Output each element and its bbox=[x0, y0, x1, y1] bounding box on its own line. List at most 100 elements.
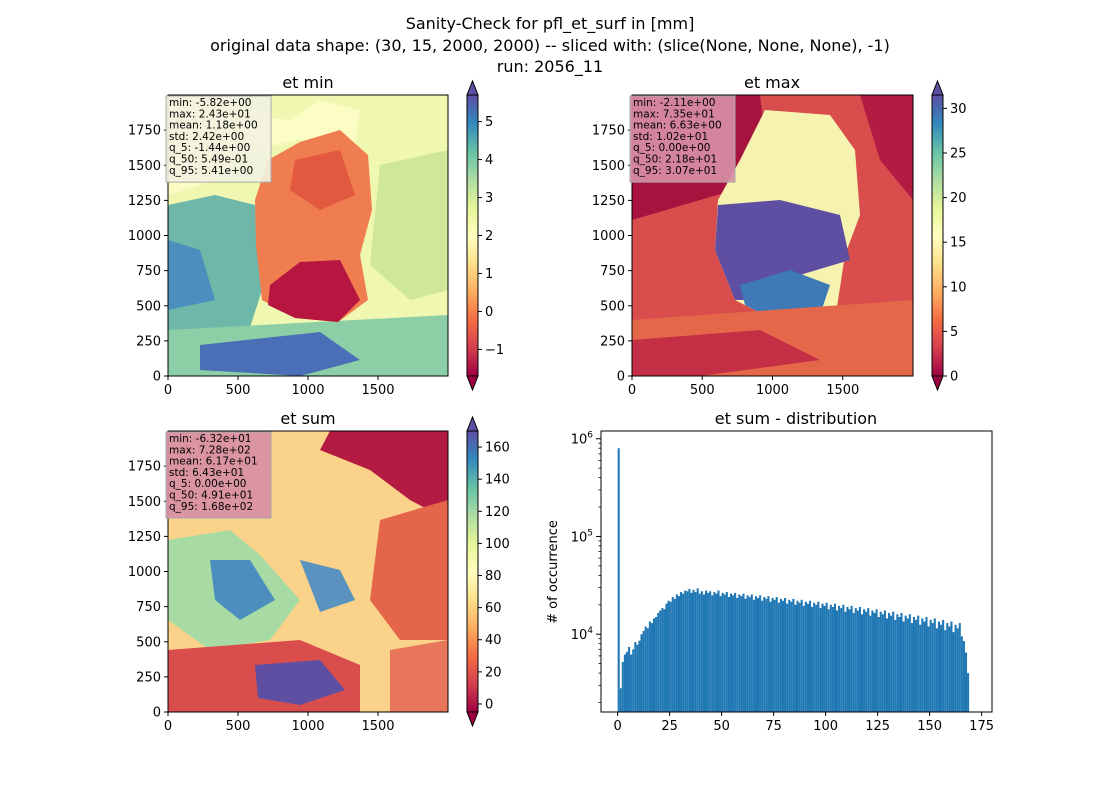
histogram-bar bbox=[858, 606, 861, 712]
histogram-bar bbox=[946, 623, 949, 712]
stats-line: mean: 6.17e+01 bbox=[169, 456, 258, 468]
panel-title: et sum - distribution bbox=[715, 409, 877, 428]
x-tick-label: 500 bbox=[690, 383, 715, 398]
stats-line: q_5: 0.00e+00 bbox=[633, 142, 710, 154]
histogram-bar bbox=[754, 596, 757, 712]
histogram-bar bbox=[628, 646, 631, 712]
histogram-bar bbox=[746, 595, 749, 712]
histogram-bar bbox=[829, 604, 832, 712]
histogram-bar bbox=[619, 688, 622, 712]
x-tick-label: 25 bbox=[661, 719, 678, 734]
colorbar: −1 0 1 2 3 4 5 bbox=[466, 79, 504, 392]
histogram-bar bbox=[704, 590, 708, 712]
histogram-bar bbox=[952, 632, 955, 712]
histogram-bar bbox=[964, 652, 968, 712]
histogram-bar bbox=[650, 623, 653, 712]
x-tick-label: 0 bbox=[613, 719, 621, 734]
y-tick-exponent: 5 bbox=[587, 528, 593, 538]
colorbar-extend-min bbox=[466, 711, 479, 728]
histogram-bar bbox=[742, 593, 745, 712]
histogram-bar bbox=[871, 610, 874, 712]
stats-line: q_50: 5.49e-01 bbox=[169, 154, 248, 166]
stats-line: q_50: 2.18e+01 bbox=[633, 154, 717, 166]
histogram-bar bbox=[686, 591, 689, 712]
histogram-bar bbox=[765, 598, 768, 712]
histogram-bar bbox=[808, 600, 812, 712]
histogram-bar bbox=[784, 597, 787, 712]
colorbar-extend-min bbox=[931, 375, 944, 392]
panel-title: et min bbox=[282, 73, 333, 92]
stats-line: q_95: 1.68e+02 bbox=[169, 501, 253, 513]
histogram-bar bbox=[848, 609, 851, 712]
histogram-bar bbox=[702, 594, 705, 712]
stats-line: min: -6.32e+01 bbox=[169, 433, 251, 445]
x-tick-label: 175 bbox=[969, 719, 994, 734]
y-tick-label: 1000 bbox=[128, 229, 161, 244]
y-axis-label: # of occurrence bbox=[546, 520, 561, 624]
stats-line: max: 7.35e+01 bbox=[633, 108, 715, 120]
histogram-bar bbox=[729, 593, 733, 712]
x-tick-label: 50 bbox=[713, 719, 730, 734]
x-tick-label: 1000 bbox=[291, 719, 324, 734]
histogram-bar bbox=[625, 651, 629, 712]
y-tick-label: 250 bbox=[136, 670, 161, 685]
stats-line: max: 2.43e+01 bbox=[169, 108, 251, 120]
histogram-bar bbox=[634, 642, 637, 712]
y-tick-label: 1500 bbox=[128, 159, 161, 174]
histogram-bar bbox=[935, 628, 938, 712]
histogram-bar bbox=[906, 618, 909, 712]
colorbar-tick-label: 3 bbox=[485, 191, 493, 206]
histogram-bar bbox=[715, 593, 718, 712]
panel-et-max: et max 0 500 1000 1500 02505007501000125015… bbox=[592, 73, 967, 398]
colorbar-tick-label: 120 bbox=[485, 505, 510, 520]
histogram-bar bbox=[931, 623, 934, 712]
histogram-bar bbox=[786, 603, 789, 712]
histogram-bar bbox=[908, 614, 911, 712]
histogram-bar bbox=[684, 590, 687, 712]
stats-box-background bbox=[165, 95, 272, 183]
histogram-bar bbox=[894, 619, 897, 712]
histogram-bar bbox=[892, 611, 895, 712]
y-tick-label: 250 bbox=[136, 334, 161, 349]
suptitle-line-1: Sanity-Check for pfl_et_surf in [mm] bbox=[406, 14, 695, 34]
axes-frame bbox=[600, 430, 993, 713]
stats-box-background bbox=[165, 431, 272, 519]
stats-line: q_95: 5.41e+00 bbox=[169, 165, 253, 177]
histogram-bar bbox=[967, 673, 970, 712]
histogram-bar bbox=[648, 621, 651, 712]
histogram-bar bbox=[734, 592, 737, 712]
histogram-bar bbox=[954, 624, 957, 712]
histogram-bar bbox=[642, 630, 645, 712]
stats-line: mean: 1.18e+00 bbox=[169, 120, 258, 132]
x-tick-label: 0 bbox=[164, 719, 172, 734]
x-tick-label: 500 bbox=[226, 719, 251, 734]
x-axis: 0 500 1000 1500 bbox=[628, 376, 859, 398]
y-tick-label: 1250 bbox=[592, 194, 625, 209]
histogram-bar bbox=[669, 601, 672, 712]
y-tick-label: 1750 bbox=[592, 124, 625, 139]
y-tick-label: 104 bbox=[571, 626, 594, 643]
y-tick-base: 10 bbox=[571, 530, 588, 545]
histogram-bar bbox=[854, 608, 857, 712]
histogram-bar bbox=[779, 598, 782, 712]
panel-et-sum: et sum 0 500 1000 1500 02505007501000125015… bbox=[128, 409, 510, 734]
colorbar-tick-label: 140 bbox=[485, 473, 510, 488]
histogram-bars bbox=[617, 448, 970, 712]
y-tick-label: 106 bbox=[571, 431, 594, 448]
histogram-bar bbox=[646, 628, 649, 712]
histogram-bar bbox=[833, 603, 837, 712]
histogram-bar bbox=[771, 597, 774, 712]
histogram-bar bbox=[883, 610, 886, 712]
y-axis: 0 250 500 750 1000 1250 1500 1750 bbox=[128, 124, 168, 385]
y-tick-exponent: 4 bbox=[587, 626, 593, 636]
colorbar-tick-label: 160 bbox=[485, 441, 510, 456]
colorbar-tick-label: 10 bbox=[950, 280, 967, 295]
histogram-bar bbox=[912, 617, 916, 712]
histogram-bar bbox=[659, 610, 662, 712]
histogram-bar bbox=[740, 596, 743, 712]
y-tick-label: 1250 bbox=[128, 194, 161, 209]
colorbar-gradient bbox=[931, 94, 944, 377]
y-tick-label: 250 bbox=[600, 334, 625, 349]
